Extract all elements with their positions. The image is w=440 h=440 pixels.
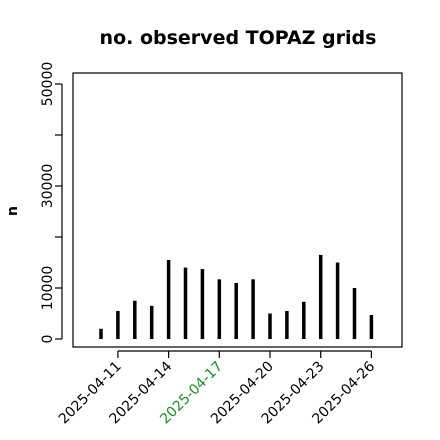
bars	[99, 254, 374, 339]
y-axis-label: n	[5, 206, 21, 216]
y-tick-label: 0	[40, 335, 56, 344]
y-tick-label: 50000	[40, 62, 56, 107]
y-tick-label: 10000	[40, 266, 56, 311]
x-axis: 2025-04-112025-04-142025-04-172025-04-20…	[56, 350, 378, 427]
plot-area-frame	[72, 72, 403, 348]
y-axis: 0 10000 30000 50000	[40, 62, 63, 344]
chart-title: no. observed TOPAZ grids	[100, 27, 377, 49]
y-tick-label: 30000	[40, 164, 56, 209]
